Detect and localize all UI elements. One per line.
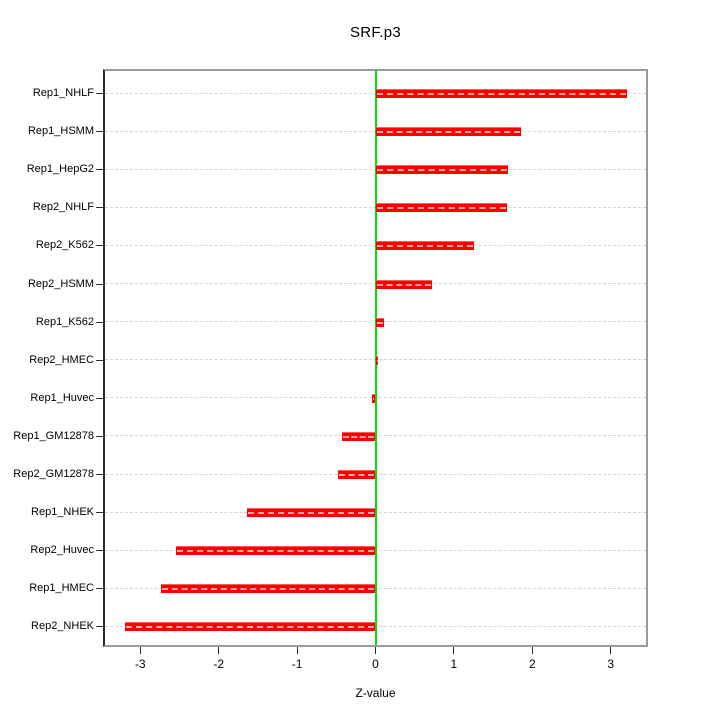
y-axis-category-label: Rep1_Huvec	[30, 391, 94, 404]
y-axis-category-label: Rep1_K562	[35, 315, 94, 328]
y-axis-category-label: Rep1_NHEK	[31, 506, 94, 519]
y-axis-tick	[96, 245, 103, 247]
bar	[375, 203, 508, 213]
y-axis-tick	[96, 550, 103, 552]
y-axis-category-label: Rep1_HMEC	[29, 582, 94, 595]
bar	[375, 89, 628, 98]
bar-stripe	[126, 626, 375, 629]
bar-stripe	[376, 245, 474, 248]
x-axis-tick-label: 1	[450, 657, 458, 671]
chart-title: SRF.p3	[350, 24, 401, 41]
bar-stripe	[342, 435, 375, 438]
x-axis-tick	[296, 647, 298, 654]
y-axis-category-label: Rep2_NHEK	[31, 620, 94, 633]
x-axis-tick	[375, 647, 376, 654]
y-axis-category-label: Rep2_GM12878	[13, 468, 94, 480]
bar-stripe	[376, 321, 384, 324]
bar-stripe	[376, 169, 507, 172]
y-axis-category-label: Rep1_HSMM	[27, 125, 94, 138]
bar-stripe	[372, 397, 375, 400]
bar	[375, 279, 432, 289]
y-axis-category-label: Rep1_HepG2	[26, 163, 94, 176]
y-axis-tick	[96, 474, 103, 475]
x-axis-tick	[610, 647, 612, 654]
bar	[337, 470, 376, 479]
bar-stripe	[376, 207, 507, 210]
bar	[341, 431, 376, 441]
y-axis-tick	[96, 169, 103, 171]
x-axis-tick-label: 2	[528, 657, 536, 671]
bar	[176, 546, 376, 556]
bar	[375, 165, 508, 175]
y-axis-tick	[96, 435, 103, 437]
y-axis-tick	[96, 512, 103, 514]
y-axis-tick	[96, 588, 103, 590]
x-axis-tick	[531, 647, 533, 654]
x-axis-tick-label: -2	[213, 657, 225, 671]
bar-stripe	[376, 131, 521, 134]
y-axis-category-label: Rep2_NHLF	[32, 201, 94, 214]
bar	[125, 622, 376, 632]
x-axis-tick-label: 0	[372, 657, 379, 671]
bar-stripe	[338, 474, 375, 476]
y-axis-tick	[96, 321, 103, 323]
y-axis-tick	[96, 131, 103, 133]
bar	[375, 355, 378, 365]
x-axis-tick-label: 3	[607, 657, 615, 671]
x-axis-label: Z-value	[355, 686, 396, 700]
x-axis-tick	[453, 647, 455, 654]
bar	[371, 393, 376, 403]
bar	[375, 127, 522, 137]
bar-stripe	[177, 550, 375, 553]
y-axis-tick	[96, 93, 103, 94]
x-axis-tick-label: -3	[134, 657, 146, 671]
y-axis-tick	[96, 626, 103, 628]
bar-stripe	[162, 588, 375, 591]
y-axis-tick	[96, 359, 103, 361]
y-axis-category-label: Rep1_GM12878	[13, 429, 94, 442]
x-axis-tick-label: -1	[291, 657, 303, 671]
bar	[375, 241, 475, 251]
y-axis-category-label: Rep2_K562	[35, 239, 94, 252]
bar-stripe	[376, 283, 431, 286]
bar	[246, 508, 376, 518]
y-axis-tick	[96, 283, 103, 285]
bar-stripe	[247, 512, 375, 515]
x-axis-tick	[139, 647, 141, 654]
y-axis-category-label: Rep2_HMEC	[29, 353, 94, 366]
y-axis-category-label: Rep1_NHLF	[32, 87, 94, 99]
bar	[161, 584, 376, 594]
y-axis-tick	[96, 207, 103, 209]
y-axis-category-label: Rep2_HSMM	[27, 277, 94, 290]
y-axis-category-label: Rep2_Huvec	[30, 544, 94, 557]
y-axis-tick	[96, 397, 103, 399]
x-axis-tick	[218, 647, 220, 654]
bar-stripe	[376, 93, 627, 95]
bar	[375, 317, 385, 327]
